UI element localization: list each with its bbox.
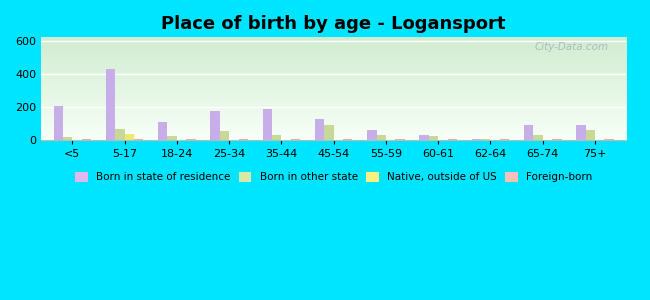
- Bar: [158, 122, 168, 140]
- Text: City-Data.com: City-Data.com: [535, 43, 609, 52]
- Bar: [429, 136, 438, 140]
- Bar: [481, 139, 491, 140]
- Bar: [125, 134, 134, 140]
- Bar: [106, 69, 115, 140]
- Bar: [53, 106, 63, 140]
- Bar: [576, 124, 586, 140]
- Bar: [220, 131, 229, 140]
- Bar: [63, 137, 72, 140]
- Title: Place of birth by age - Logansport: Place of birth by age - Logansport: [161, 15, 506, 33]
- Bar: [376, 135, 386, 140]
- Bar: [134, 139, 144, 140]
- Bar: [324, 124, 333, 140]
- Bar: [419, 134, 429, 140]
- Bar: [472, 139, 481, 140]
- Legend: Born in state of residence, Born in other state, Native, outside of US, Foreign-: Born in state of residence, Born in othe…: [73, 170, 594, 184]
- Bar: [272, 135, 281, 140]
- Bar: [586, 130, 595, 140]
- Bar: [367, 130, 376, 140]
- Bar: [263, 109, 272, 140]
- Bar: [534, 135, 543, 140]
- Bar: [115, 129, 125, 140]
- Bar: [211, 111, 220, 140]
- Bar: [315, 119, 324, 140]
- Bar: [168, 136, 177, 140]
- Bar: [524, 124, 534, 140]
